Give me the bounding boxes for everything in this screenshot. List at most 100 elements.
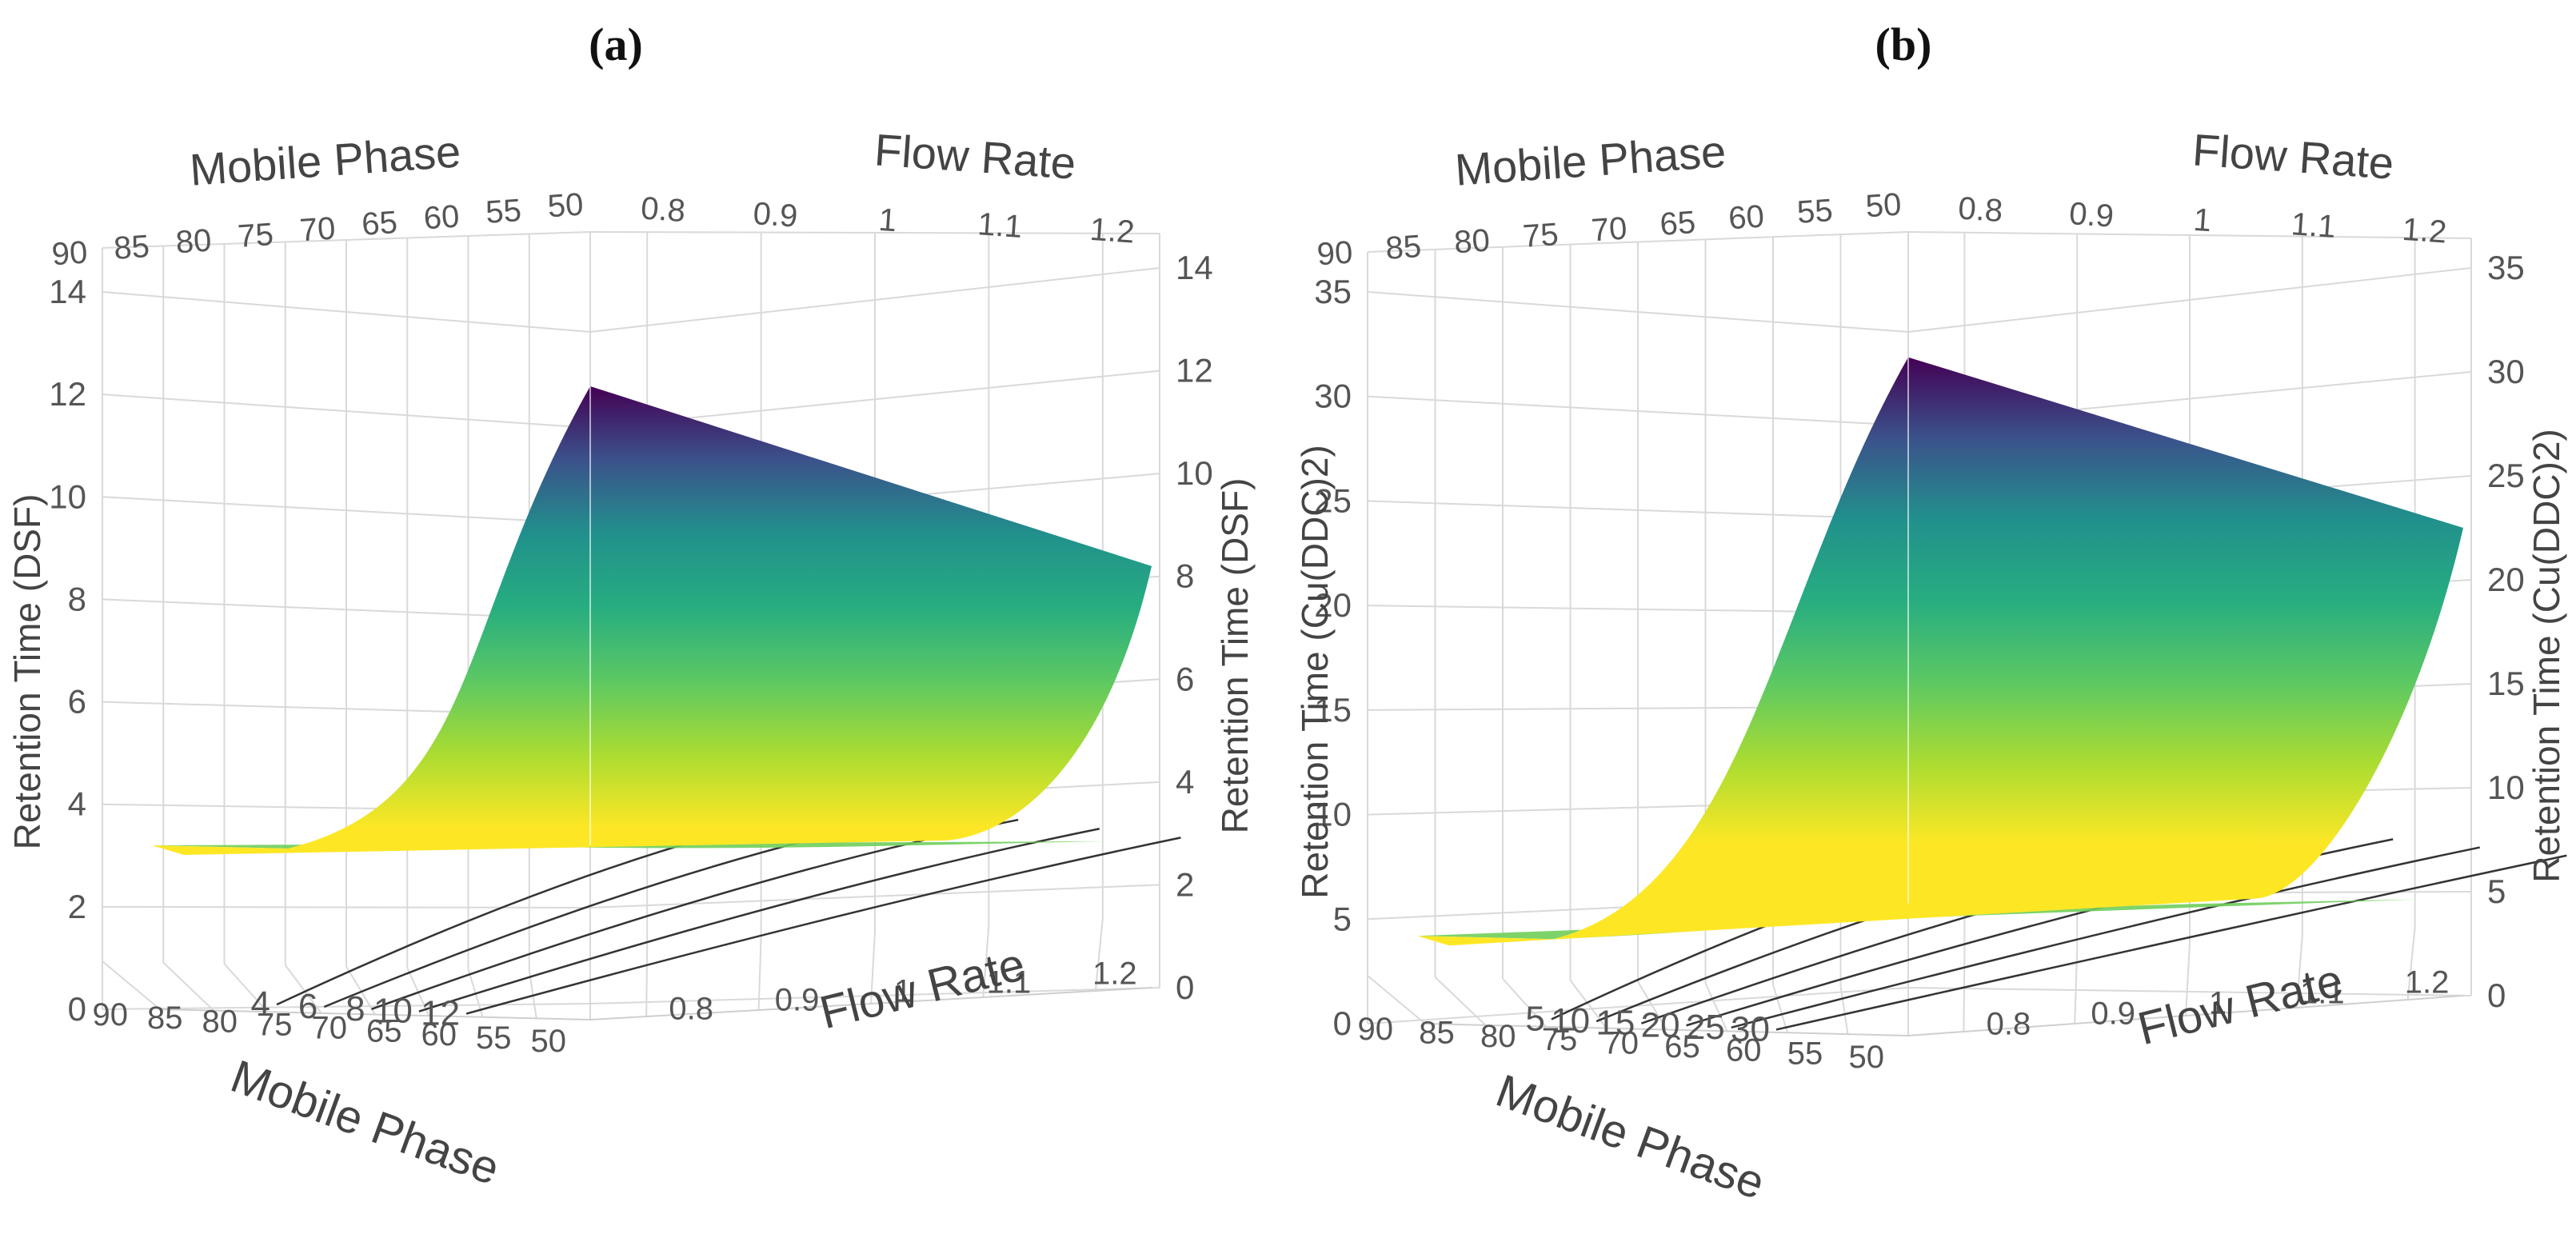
z-tick-right-30: 30 [2487,353,2525,390]
z-tick-right-25: 25 [2487,457,2525,494]
floor-grid-line [757,937,762,1011]
floor-grid-line [1772,984,1788,1033]
contour-label: 25 [1686,1008,1725,1047]
z-tick-left-30: 30 [1314,377,1352,415]
top-flow-rate-title: Flow Rate [873,124,1077,188]
contour-label: 12 [421,994,460,1033]
grid-line-z [102,291,591,333]
bottom-mobile-phase-tick-55: 55 [476,1020,512,1056]
contour-label: 10 [373,992,413,1031]
top-flow-rate-tick-0_9: 0.9 [2068,196,2115,234]
top-flow-rate-tick-0_9: 0.9 [752,196,799,234]
bottom-mobile-phase-tick-70: 70 [312,1011,348,1046]
z-tick-left-4: 4 [68,785,86,823]
z-tick-right-4: 4 [1176,763,1194,801]
top-flow-rate-tick-1_2: 1.2 [1088,212,1136,250]
contour-label: 15 [1596,1004,1635,1043]
bottom-mobile-phase-tick-70: 70 [1604,1026,1639,1061]
contour-label: 4 [251,984,270,1024]
bottom-mobile-phase-tick-85: 85 [1419,1015,1455,1050]
z-axis-title-right: Retention Time (Cu(DDC)2) [2526,429,2567,882]
top-flow-rate-tick-0_8: 0.8 [1957,190,2004,229]
bottom-mobile-phase-title: Mobile Phase [224,1050,505,1195]
top-mobile-phase-tick-85: 85 [113,229,150,266]
z-axis-title-right: Retention Time (DSF) [1214,478,1256,834]
z-tick-left-5: 5 [1333,900,1352,937]
z-tick-left-10: 10 [1314,796,1352,833]
floor-grid-line [1367,975,1426,1024]
top-mobile-phase-tick-75: 75 [237,217,274,254]
bottom-flow-rate-tick-1_1: 1.1 [987,965,1032,1000]
z-tick-right-2: 2 [1176,865,1194,903]
bottom-mobile-phase-tick-50: 50 [1849,1040,1885,1075]
top-flow-rate-title: Flow Rate [2191,124,2395,188]
z-tick-right-15: 15 [2487,665,2525,702]
bottom-mobile-phase-tick-90: 90 [1358,1012,1394,1047]
contour-label: 30 [1731,1009,1770,1048]
grid-line-z [1367,395,1909,427]
top-mobile-phase-tick-50: 50 [1864,187,1902,225]
top-mobile-phase-tick-65: 65 [1659,205,1696,242]
top-mobile-phase-title: Mobile Phase [1453,126,1727,195]
floor-grid-line [645,944,649,1017]
top-mobile-phase-tick-85: 85 [1384,229,1422,266]
grid-line-z [102,496,591,525]
top-mobile-phase-tick-75: 75 [1522,217,1560,254]
bottom-flow-rate-tick-1_1: 1.1 [2300,976,2345,1011]
bottom-mobile-phase-tick-90: 90 [93,997,129,1032]
grid-line-z [1367,291,1909,333]
top-flow-rate-tick-1: 1 [2192,202,2212,238]
top-mobile-phase-tick-80: 80 [174,223,212,261]
bottom-flow-rate-tick-1_2: 1.2 [1092,956,1137,992]
grid-line-z [102,905,591,909]
floor-grid-line [1502,978,1547,1028]
contour-line [418,828,1100,1012]
panel-title: (a) [589,18,643,70]
z-tick-left-10: 10 [49,477,86,515]
response-surface [1417,357,2463,946]
top-flow-rate-tick-1: 1 [877,202,897,238]
contour-line [465,837,1181,1015]
bottom-flow-rate-tick-0_9: 0.9 [775,983,820,1018]
grid-line-z [1367,500,1909,521]
z-tick-right-8: 8 [1176,557,1194,595]
floor-grid-line [2406,927,2416,1000]
z-tick-left-0: 0 [1333,1004,1352,1042]
bottom-mobile-phase-tick-65: 65 [1664,1029,1700,1064]
floor-grid-line [223,963,269,1012]
floor-grid-line [162,961,214,1012]
floor-grid-line [2074,951,2079,1024]
z-tick-left-2: 2 [68,888,86,925]
floor-grid-line [1839,985,1849,1035]
bottom-mobile-phase-tick-50: 50 [531,1024,567,1059]
panel-b: (b)5 10 15 20 25 3000551010151520202525303035… [1294,18,2567,1209]
contour-label: 20 [1641,1005,1680,1044]
bottom-mobile-phase-tick-60: 60 [421,1017,457,1052]
top-mobile-phase-tick-55: 55 [1796,193,1834,230]
z-tick-left-25: 25 [1314,481,1352,519]
grid-line-z [102,393,591,429]
bottom-flow-rate-tick-0_9: 0.9 [2091,996,2135,1032]
z-tick-left-8: 8 [68,580,86,617]
z-tick-right-10: 10 [2487,769,2525,806]
bottom-flow-rate-tick-1_2: 1.2 [2405,965,2450,1000]
z-tick-left-14: 14 [49,273,86,310]
bottom-mobile-phase-tick-65: 65 [366,1014,402,1049]
bottom-mobile-phase-tick-80: 80 [202,1004,238,1039]
bottom-mobile-phase-tick-75: 75 [1542,1022,1578,1057]
contour-label: 10 [1551,1001,1590,1040]
top-mobile-phase-tick-60: 60 [1727,199,1765,237]
bottom-flow-rate-title: Flow Rate [2133,954,2348,1055]
z-tick-left-12: 12 [49,375,86,413]
floor-grid-line [1637,980,1667,1031]
z-tick-left-15: 15 [1314,691,1352,729]
floor-outline [159,987,1152,1021]
bottom-flow-rate-tick-1: 1 [894,974,912,1009]
bottom-mobile-phase-tick-75: 75 [257,1007,293,1042]
z-axis-title-left: Retention Time (Cu(DDC)2) [1294,445,1336,898]
z-tick-left-6: 6 [68,683,86,721]
grid-line-z [589,987,1160,1004]
z-tick-right-10: 10 [1176,454,1213,492]
z-tick-right-5: 5 [2487,873,2506,910]
